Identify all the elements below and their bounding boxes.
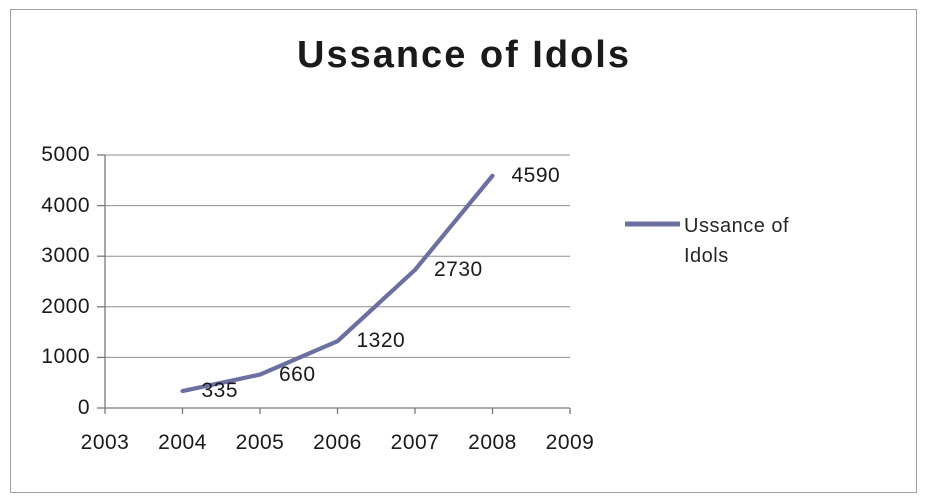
x-axis-tick-label: 2007 [390,431,440,454]
y-axis-tick-label: 5000 [41,143,90,166]
x-axis-tick-label: 2005 [235,431,285,454]
series-line [180,173,495,394]
y-axis-tick-label: 4000 [41,193,90,217]
x-axis-tick-label: 2009 [545,431,595,454]
y-axis-tick-label: 0 [77,396,90,419]
data-point-label: 2730 [434,257,483,281]
x-axis-tick-label: 2008 [468,431,517,454]
data-point-label: 660 [279,362,316,386]
x-axis-tick-label: 2003 [80,431,130,454]
chart-title: Ussance of Idols [297,34,631,76]
data-point-label: 4590 [511,163,561,187]
y-axis-tick-label: 3000 [41,244,90,268]
x-axis-tick-label: 2004 [158,431,207,454]
legend-label: Ussance of Idols [684,215,790,267]
x-axis-tick-label: 2006 [313,431,362,454]
data-point-label: 335 [201,379,239,403]
y-axis-tick-label: 2000 [41,294,90,318]
chart-border [10,9,917,493]
data-point-label: 1320 [356,329,406,353]
y-axis-tick-label: 1000 [41,345,90,369]
